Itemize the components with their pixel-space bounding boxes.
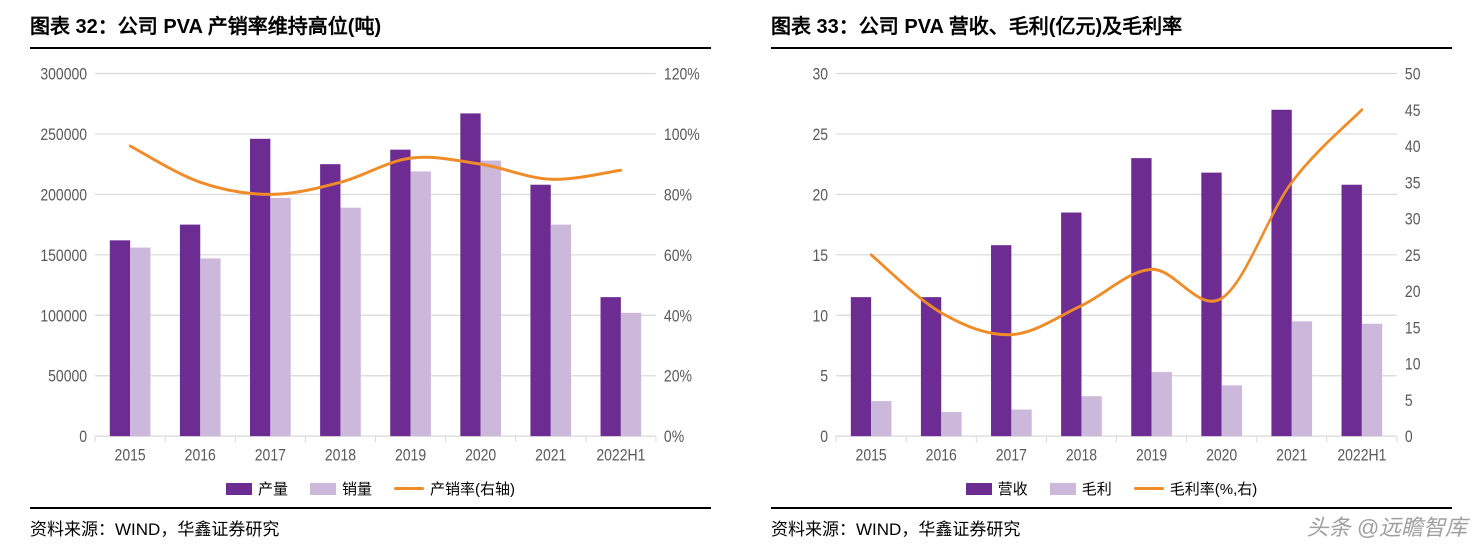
svg-text:2016: 2016 — [185, 446, 216, 465]
legend-swatch-bar1-right — [966, 483, 992, 495]
legend-label-bar1-left: 产量 — [258, 478, 288, 499]
legend-item-bar1-right: 营收 — [966, 478, 1028, 499]
legend-swatch-bar1-left — [226, 483, 252, 495]
svg-text:250000: 250000 — [40, 126, 87, 145]
svg-text:50: 50 — [1405, 65, 1421, 84]
svg-text:2019: 2019 — [1136, 446, 1167, 465]
svg-text:40: 40 — [1405, 138, 1421, 157]
svg-text:2020: 2020 — [465, 446, 496, 465]
svg-text:0: 0 — [1405, 428, 1413, 447]
chart-title-right: 图表 33：公司 PVA 营收、毛利(亿元)及毛利率 — [771, 10, 1452, 49]
svg-text:15: 15 — [1405, 319, 1421, 338]
svg-text:100%: 100% — [664, 126, 700, 145]
source-left: 资料来源：WIND，华鑫证券研究 — [30, 507, 711, 540]
svg-text:35: 35 — [1405, 174, 1421, 193]
left-panel: 图表 32：公司 PVA 产销率维持高位(吨) 0 50000 100000 1500… — [0, 0, 741, 550]
svg-text:0%: 0% — [664, 428, 684, 447]
svg-text:5: 5 — [1405, 392, 1413, 411]
chart-title-left: 图表 32：公司 PVA 产销率维持高位(吨) — [30, 10, 711, 49]
svg-text:50000: 50000 — [48, 368, 87, 387]
svg-text:2018: 2018 — [325, 446, 356, 465]
svg-text:20: 20 — [1405, 283, 1421, 302]
legend-item-line-left: 产销率(右轴) — [394, 478, 515, 499]
chart-left: 0 50000 100000 150000 200000 250000 300000 0% 20… — [30, 59, 711, 470]
legend-label-bar1-right: 营收 — [998, 478, 1028, 499]
legend-item-bar2-right: 毛利 — [1050, 478, 1112, 499]
svg-text:200000: 200000 — [40, 186, 87, 205]
svg-text:2015: 2015 — [115, 446, 146, 465]
svg-text:25: 25 — [1405, 247, 1421, 266]
legend-swatch-bar2-left — [310, 483, 336, 495]
svg-text:2017: 2017 — [996, 446, 1027, 465]
legend-label-bar2-left: 销量 — [342, 478, 372, 499]
legend-item-bar2-left: 销量 — [310, 478, 372, 499]
svg-text:10: 10 — [1405, 356, 1421, 375]
svg-text:20%: 20% — [664, 368, 692, 387]
svg-text:2022H1: 2022H1 — [1337, 446, 1386, 465]
svg-text:300000: 300000 — [40, 65, 87, 84]
svg-text:30: 30 — [813, 65, 829, 84]
svg-text:20: 20 — [813, 186, 829, 205]
svg-text:45: 45 — [1405, 102, 1421, 121]
svg-text:150000: 150000 — [40, 247, 87, 266]
svg-text:2019: 2019 — [395, 446, 426, 465]
legend-line-right — [1134, 487, 1164, 490]
legend-label-line-left: 产销率(右轴) — [430, 478, 515, 499]
svg-text:2022H1: 2022H1 — [596, 446, 645, 465]
svg-text:2021: 2021 — [535, 446, 566, 465]
svg-text:2021: 2021 — [1276, 446, 1307, 465]
svg-text:40%: 40% — [664, 307, 692, 326]
legend-item-line-right: 毛利率(%,右) — [1134, 478, 1258, 499]
svg-text:15: 15 — [813, 247, 829, 266]
svg-text:80%: 80% — [664, 186, 692, 205]
svg-text:10: 10 — [813, 307, 829, 326]
legend-label-bar2-right: 毛利 — [1082, 478, 1112, 499]
legend-swatch-bar2-right — [1050, 483, 1076, 495]
svg-text:0: 0 — [79, 428, 87, 447]
legend-line-left — [394, 487, 424, 490]
svg-text:30: 30 — [1405, 210, 1421, 229]
svg-text:60%: 60% — [664, 247, 692, 266]
svg-text:2016: 2016 — [926, 446, 957, 465]
source-right: 资料来源：WIND，华鑫证券研究 — [771, 507, 1452, 540]
svg-text:100000: 100000 — [40, 307, 87, 326]
chart-right: 0 5 10 15 20 25 30 0 5 10 15 20 25 30 35 40 45 50 2015 2016… — [771, 59, 1452, 470]
legend-left: 产量 销量 产销率(右轴) — [30, 470, 711, 507]
legend-item-bar1-left: 产量 — [226, 478, 288, 499]
svg-text:25: 25 — [813, 126, 829, 145]
legend-label-line-right: 毛利率(%,右) — [1170, 478, 1258, 499]
svg-text:2017: 2017 — [255, 446, 286, 465]
svg-text:5: 5 — [820, 368, 828, 387]
legend-right: 营收 毛利 毛利率(%,右) — [771, 470, 1452, 507]
svg-text:2015: 2015 — [856, 446, 887, 465]
svg-text:2018: 2018 — [1066, 446, 1097, 465]
svg-text:2020: 2020 — [1206, 446, 1237, 465]
right-panel: 图表 33：公司 PVA 营收、毛利(亿元)及毛利率 0510152025300… — [741, 0, 1482, 550]
svg-text:120%: 120% — [664, 65, 700, 84]
svg-text:0: 0 — [820, 428, 828, 447]
